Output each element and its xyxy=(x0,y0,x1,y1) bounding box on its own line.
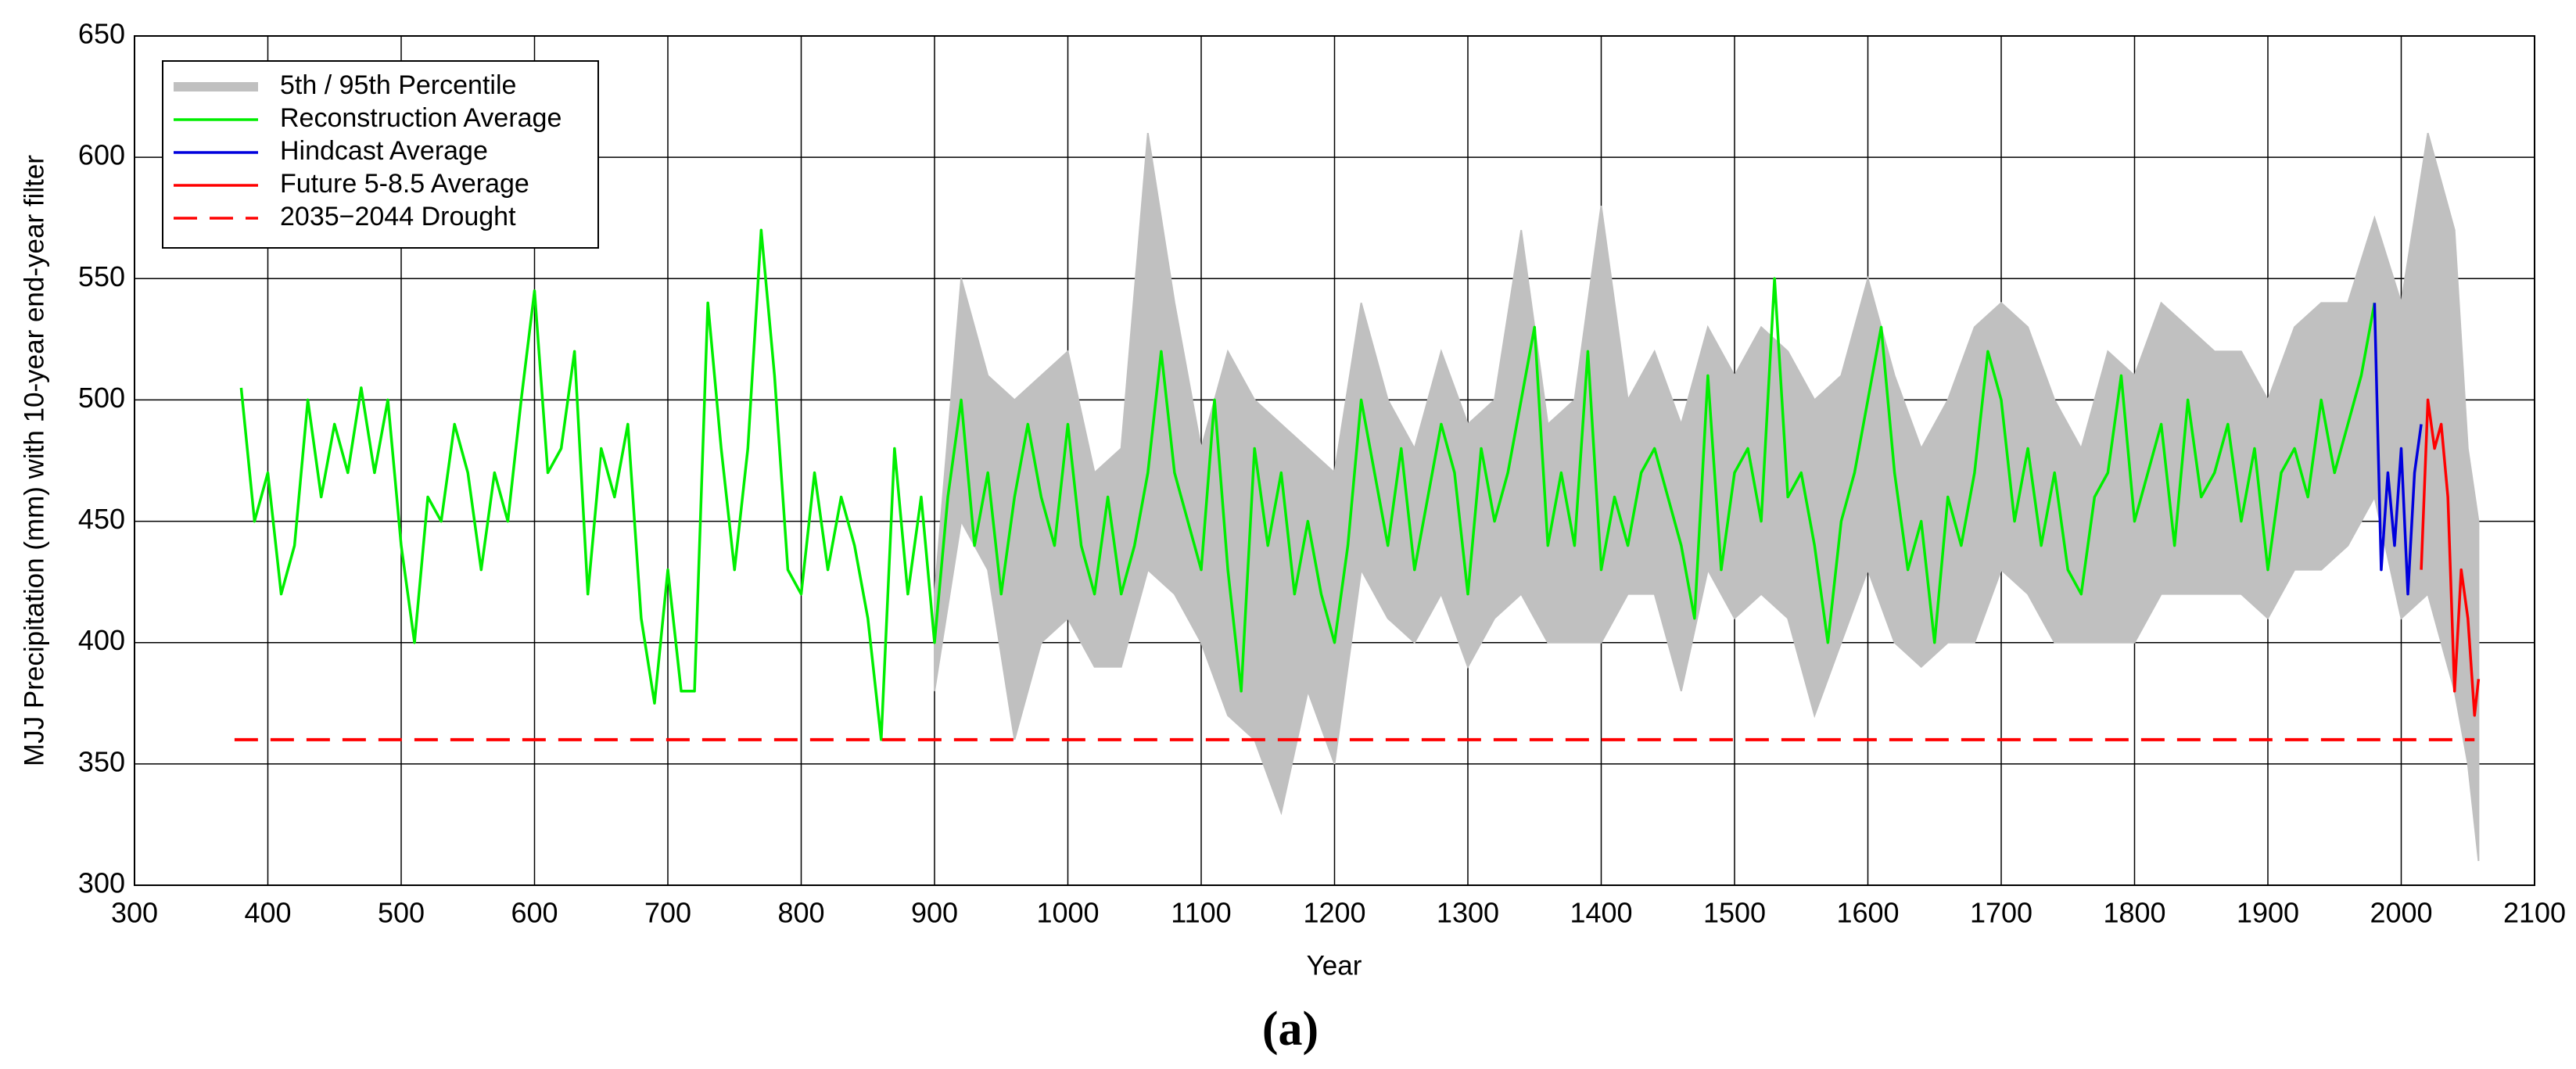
y-tick-label: 300 xyxy=(78,867,125,899)
x-tick-label: 1700 xyxy=(1970,897,2032,929)
legend-label: Reconstruction Average xyxy=(280,103,561,133)
x-tick-label: 1200 xyxy=(1303,897,1365,929)
x-tick-label: 2000 xyxy=(2370,897,2432,929)
y-tick-label: 450 xyxy=(78,503,125,535)
x-tick-label: 900 xyxy=(911,897,958,929)
percentile-band xyxy=(934,132,2480,862)
plot-frame xyxy=(134,35,2535,886)
x-tick-label: 700 xyxy=(644,897,691,929)
x-tick-label: 1500 xyxy=(1703,897,1766,929)
x-tick-label: 1600 xyxy=(1836,897,1899,929)
legend-box xyxy=(162,60,599,249)
caption: (a) xyxy=(1262,1003,1318,1056)
x-tick-label: 1000 xyxy=(1036,897,1099,929)
y-tick-label: 400 xyxy=(78,624,125,656)
x-tick-label: 1100 xyxy=(1171,897,1231,929)
y-tick-label: 650 xyxy=(78,18,125,50)
x-tick-label: 300 xyxy=(111,897,158,929)
series-line xyxy=(2420,398,2481,717)
y-tick-label: 600 xyxy=(78,139,125,171)
x-tick-label: 800 xyxy=(777,897,824,929)
x-tick-label: 500 xyxy=(378,897,425,929)
x-tick-label: 1300 xyxy=(1437,897,1499,929)
series-line xyxy=(239,228,2377,741)
ticks: 300 400 500 600 700 800 900 1000 1100 1200 1300 140… xyxy=(78,18,2566,929)
y-axis-title: MJJ Precipitation (mm) with 10-year end-… xyxy=(19,155,49,766)
x-tick-label: 1800 xyxy=(2103,897,2165,929)
x-tick-label: 400 xyxy=(244,897,291,929)
x-tick-label: 1900 xyxy=(2237,897,2299,929)
x-tick-label: 2100 xyxy=(2503,897,2566,929)
series-line xyxy=(2373,303,2423,596)
legend-label: Hindcast Average xyxy=(280,136,488,166)
plot-area xyxy=(234,132,2481,862)
y-tick-label: 500 xyxy=(78,382,125,414)
y-tick-label: 550 xyxy=(78,260,125,292)
legend-label: Future 5-8.5 Average xyxy=(280,169,529,199)
y-tick-label: 350 xyxy=(78,745,125,777)
x-tick-label: 600 xyxy=(511,897,558,929)
x-tick-label: 1400 xyxy=(1570,897,1632,929)
legend-label: 2035−2044 Drought xyxy=(280,202,516,231)
legend-label: 5th / 95th Percentile xyxy=(280,70,516,100)
x-axis-title: Year xyxy=(1307,950,1362,981)
